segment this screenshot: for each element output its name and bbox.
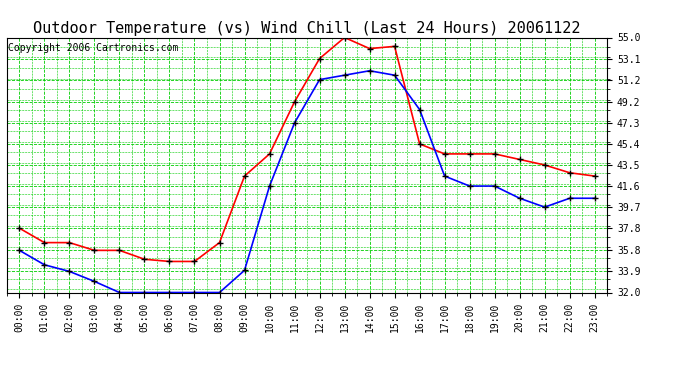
Title: Outdoor Temperature (vs) Wind Chill (Last 24 Hours) 20061122: Outdoor Temperature (vs) Wind Chill (Las… — [33, 21, 581, 36]
Text: Copyright 2006 Cartronics.com: Copyright 2006 Cartronics.com — [8, 43, 179, 52]
